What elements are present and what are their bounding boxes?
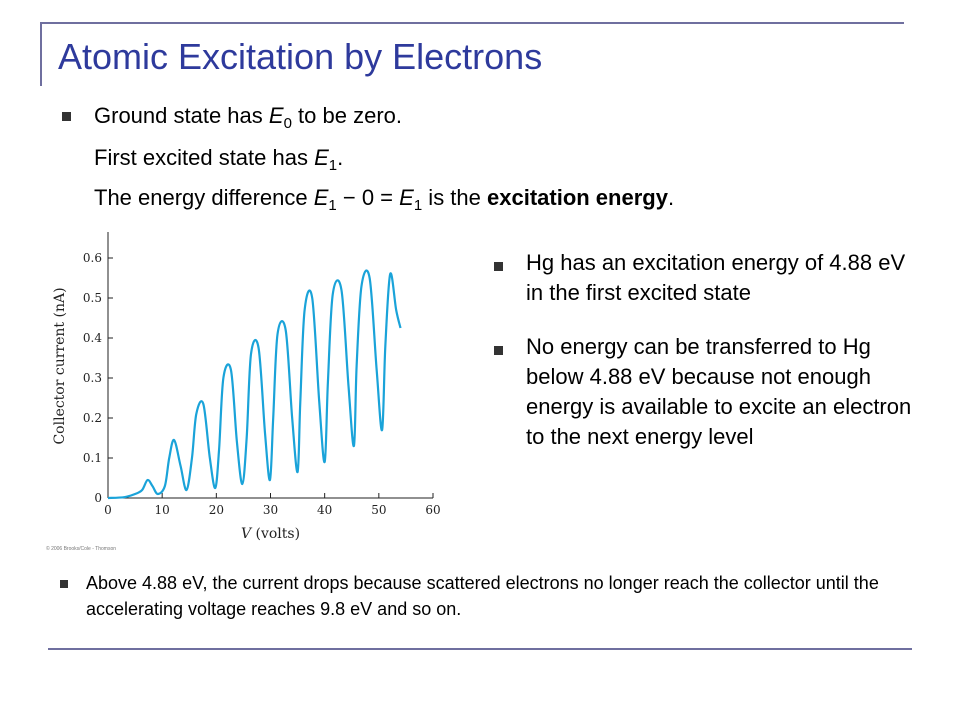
x-axis-label: V (volts) [241, 526, 300, 542]
y-tick-label: 0.1 [83, 451, 102, 465]
slide-title: Atomic Excitation by Electrons [58, 36, 543, 77]
x-tick-label: 60 [425, 503, 440, 517]
y-tick-label: 0.3 [83, 371, 102, 385]
y-tick-label: 0.2 [83, 411, 102, 425]
bottom-bullet: Above 4.88 eV, the current drops because… [86, 573, 879, 619]
right-bullet-2: No energy can be transferred to Hg below… [526, 334, 912, 449]
copyright-note: © 2006 Brooks/Cole - Thomson [46, 546, 117, 552]
y-tick-label: 0 [94, 491, 102, 505]
bottom-bullet-marker [60, 580, 68, 588]
right-bullet-1-marker [494, 262, 503, 271]
left-rule [40, 22, 42, 86]
intro-line-2: First excited state has E1. [94, 145, 344, 174]
series-line [107, 269, 402, 500]
y-tick-label: 0.6 [83, 251, 102, 265]
x-tick-label: 40 [317, 503, 332, 517]
right-bullet-1: Hg has an excitation energy of 4.88 eV i… [526, 250, 906, 305]
top-rule [40, 22, 904, 24]
x-tick-label: 10 [155, 503, 170, 517]
y-axis-label: Collector current (nA) [52, 287, 68, 444]
intro-line-1: Ground state has E0 to be zero. [94, 103, 402, 132]
x-tick-label: 50 [371, 503, 386, 517]
intro-line-3: The energy difference E1 − 0 = E1 is the… [94, 185, 675, 214]
right-bullet-2-marker [494, 346, 503, 355]
y-tick-label: 0.4 [83, 331, 102, 345]
x-tick-label: 30 [263, 503, 278, 517]
intro-bullet [62, 112, 71, 121]
x-tick-label: 20 [209, 503, 224, 517]
collector-current-chart: 0 10 20 30 40 50 60 0 0.1 0.2 0.3 0.4 0.5 0.6 V (volts… [52, 232, 441, 542]
y-tick-label: 0.5 [83, 291, 102, 305]
x-tick-label: 0 [104, 503, 112, 517]
bottom-rule [48, 648, 912, 650]
